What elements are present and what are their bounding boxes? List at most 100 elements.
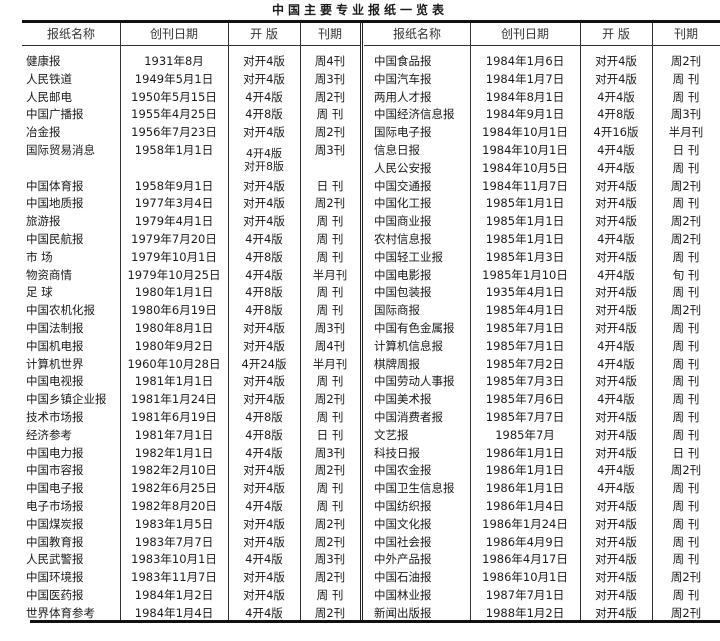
cell-name: 中国体育报 (26, 178, 84, 193)
cell-name: 中国食品报 (374, 54, 432, 68)
cell-freq: 周 刊 (672, 356, 700, 371)
cell-size: 对开4版 (595, 249, 637, 264)
column-divider (120, 23, 121, 620)
table-row: 中国乡镇企业报 1981年1月24日 对开4版 周2刊 (22, 391, 360, 409)
cell-freq: 周 刊 (672, 338, 700, 353)
cell-size: 对开4版 (595, 409, 637, 424)
cell-size: 4开4版 (597, 89, 635, 104)
table-row: 中国经济信息报 1984年9月1日 4开8版 周3刊 (364, 106, 720, 124)
cell-freq: 周 刊 (672, 481, 700, 496)
cell-date: 1949年5月1日 (134, 71, 214, 86)
table-left-half: 报纸名称 创刊日期 开 版 刊期 健康报 1931年8月 对开4版 周4刊 人民铁道 19… (22, 23, 360, 623)
cell-freq: 周4刊 (314, 338, 346, 353)
table-right-half: 报纸名称 创刊日期 开 版 刊期 中国食品报 1984年1月6日 对开4版 周2刊 中国… (364, 23, 720, 623)
cell-name: 中国电力报 (26, 445, 84, 460)
table-row: 国际贸易消息 1958年1月1日 4开4版 对开8版 周3刊 (22, 142, 360, 178)
cell-name: 中国农机化报 (26, 303, 95, 318)
cell-date: 1958年9月1日 (134, 178, 214, 193)
cell-freq: 日 刊 (672, 445, 700, 460)
cell-freq: 周 刊 (316, 231, 344, 246)
cell-size: 4开4版 (597, 392, 635, 407)
table-row: 中国商业报 1985年1月1日 对开4版 周2刊 (364, 213, 720, 231)
cell-date: 1982年6月25日 (131, 481, 217, 496)
cell-date: 1955年4月25日 (131, 107, 217, 122)
table-row: 人民公安报 1984年10月5日 4开4版 周 刊 (364, 160, 720, 178)
table-row: 新闻出版报 1988年1月2日 对开4版 周2刊 (364, 605, 720, 623)
cell-freq: 周 刊 (316, 409, 344, 424)
table-row: 中国民航报 1979年7月20日 4开4版 周 刊 (22, 231, 360, 249)
cell-freq: 周 刊 (316, 285, 344, 300)
table-row: 中国食品报 1984年1月6日 对开4版 周2刊 (364, 53, 720, 71)
page-title: 中国主要专业报纸一览表 (271, 3, 448, 17)
cell-size: 4开4版 (597, 338, 635, 353)
cell-date: 1985年1月1日 (485, 196, 565, 211)
cell-size: 对开4版 (243, 338, 285, 353)
table-row: 健康报 1931年8月 对开4版 周4刊 (22, 53, 360, 71)
cell-size-line: 对开8版 (244, 159, 284, 173)
table-top-rule (22, 20, 720, 23)
cell-freq: 周2刊 (314, 89, 346, 104)
cell-size: 对开4版 (243, 516, 285, 531)
cell-name: 中国文化报 (374, 516, 432, 531)
table-row: 中国美术报 1985年7月6日 4开4版 周 刊 (364, 391, 720, 409)
cell-size: 对开4版 (595, 178, 637, 193)
cell-name: 中国美术报 (374, 392, 432, 407)
cell-name: 冶金报 (26, 125, 61, 140)
cell-name: 世界体育参考 (26, 605, 95, 620)
table-row: 中国文化报 1986年1月24日 对开4版 周 刊 (364, 516, 720, 534)
cell-date: 1983年10月1日 (131, 552, 217, 567)
cell-name: 中国消费者报 (374, 409, 443, 424)
cell-freq: 周 刊 (672, 285, 700, 300)
cell-size: 对开4版 (595, 587, 637, 602)
table-row: 中国轻工业报 1985年1月3日 对开4版 周 刊 (364, 249, 720, 267)
cell-date: 1986年4月17日 (482, 552, 568, 567)
cell-date: 1935年4月1日 (485, 285, 565, 300)
table-row: 中国林业报 1987年7月1日 对开4版 周 刊 (364, 587, 720, 605)
cell-size: 对开4版 (595, 71, 637, 86)
cell-size: 4开4版 (597, 231, 635, 246)
table-row: 计算机信息报 1985年7月1日 4开4版 周 刊 (364, 338, 720, 356)
cell-freq: 周 刊 (316, 481, 344, 496)
cell-date: 1985年1月1日 (485, 214, 565, 229)
cell-size: 对开4版 (243, 374, 285, 389)
cell-date: 1985年7月7日 (485, 409, 565, 424)
cell-date: 1985年7月3日 (485, 374, 565, 389)
cell-size: 对开4版 (595, 196, 637, 211)
table-row: 电子市场报 1982年8月20日 4开4版 周 刊 (22, 498, 360, 516)
cell-date: 1986年1月24日 (482, 516, 568, 531)
table-row: 世界体育参考 1984年1月4日 4开4版 周2刊 (22, 605, 360, 623)
table-row: 国际电子报 1984年10月1日 4开16版 半月刊 (364, 124, 720, 142)
cell-freq: 周3刊 (314, 552, 346, 567)
cell-date: 1985年1月3日 (485, 249, 565, 264)
table-body: 健康报 1931年8月 对开4版 周4刊 人民铁道 1949年5月1日 对开4版 周3刊 人民邮… (22, 46, 360, 623)
cell-freq: 周 刊 (316, 498, 344, 513)
cell-size: 对开4版 (595, 214, 637, 229)
cell-size: 4开16版 (593, 125, 639, 140)
cell-freq: 周 刊 (672, 516, 700, 531)
cell-freq: 周2刊 (314, 392, 346, 407)
cell-freq: 周 刊 (672, 409, 700, 424)
cell-size: 4开8版 (245, 249, 283, 264)
cell-size: 对开4版 (595, 552, 637, 567)
cell-size: 4开4版 (245, 267, 283, 282)
cell-freq: 日 刊 (316, 427, 344, 442)
table-row: 中国化工报 1985年1月1日 对开4版 周 刊 (364, 195, 720, 213)
cell-size: 对开4版 (243, 214, 285, 229)
table-row: 文艺报 1985年7月 对开4版 周 刊 (364, 427, 720, 445)
table-row: 中国煤炭报 1983年1月5日 对开4版 周2刊 (22, 516, 360, 534)
cell-freq: 周3刊 (314, 142, 346, 157)
cell-size: 对开4版 (243, 392, 285, 407)
cell-name: 中国地质报 (26, 196, 84, 211)
center-double-divider (360, 23, 363, 620)
cell-size: 对开4版 (243, 125, 285, 140)
cell-freq: 半月刊 (312, 267, 348, 282)
cell-freq: 周4刊 (314, 54, 346, 68)
cell-size: 对开4版 (595, 374, 637, 389)
cell-name: 信息日报 (374, 142, 420, 157)
cell-date: 1986年1月1日 (485, 481, 565, 496)
table-row: 中国消费者报 1985年7月7日 对开4版 周 刊 (364, 409, 720, 427)
cell-name: 人民公安报 (374, 160, 432, 175)
cell-name: 中国纺织报 (374, 498, 432, 513)
cell-freq: 周3刊 (314, 71, 346, 86)
cell-date: 1985年1月10日 (482, 267, 568, 282)
